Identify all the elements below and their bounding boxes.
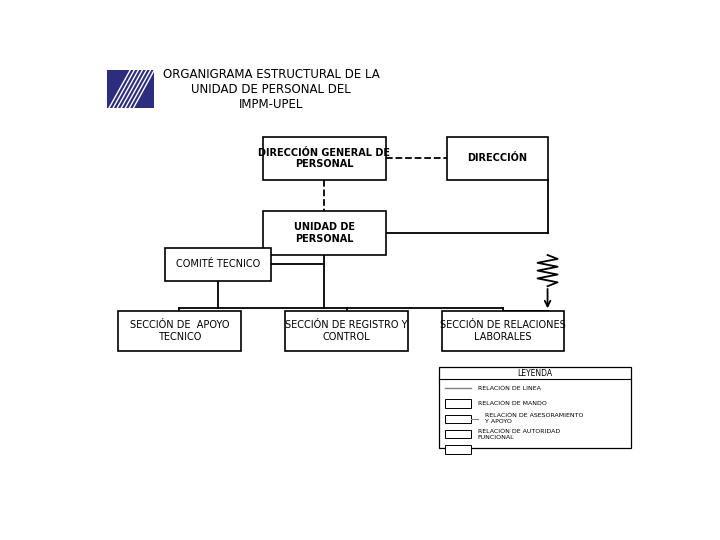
Text: ORGANIGRAMA ESTRUCTURAL DE LA
UNIDAD DE PERSONAL DEL
IMPM-UPEL: ORGANIGRAMA ESTRUCTURAL DE LA UNIDAD DE …: [163, 68, 379, 111]
FancyBboxPatch shape: [118, 311, 240, 350]
Text: SECCIÓN DE RELACIONES
LABORALES: SECCIÓN DE RELACIONES LABORALES: [440, 320, 566, 342]
FancyBboxPatch shape: [107, 70, 154, 109]
Text: SECCIÓN DE REGISTRO Y
CONTROL: SECCIÓN DE REGISTRO Y CONTROL: [285, 320, 408, 342]
FancyBboxPatch shape: [285, 311, 408, 350]
Text: RELACIÓN DE MANDO: RELACIÓN DE MANDO: [478, 401, 546, 406]
FancyBboxPatch shape: [166, 248, 271, 281]
Text: RELACIÓN DE AUTORIDAD
FUNCIONAL: RELACIÓN DE AUTORIDAD FUNCIONAL: [478, 429, 560, 440]
FancyBboxPatch shape: [446, 415, 471, 423]
FancyBboxPatch shape: [263, 137, 386, 180]
Text: LEYENDA: LEYENDA: [518, 369, 552, 377]
Text: SECCIÓN DE  APOYO
TECNICO: SECCIÓN DE APOYO TECNICO: [130, 320, 229, 342]
Text: RELACIÓN DE LINEA: RELACIÓN DE LINEA: [478, 386, 541, 390]
FancyBboxPatch shape: [447, 137, 548, 180]
Text: DIRECCIÓN: DIRECCIÓN: [467, 153, 527, 164]
Text: RELACIÓN DE ASESORAMIENTO
Y APOYO: RELACIÓN DE ASESORAMIENTO Y APOYO: [485, 414, 583, 424]
Text: DIRECCIÓN GENERAL DE
PERSONAL: DIRECCIÓN GENERAL DE PERSONAL: [258, 147, 390, 169]
FancyBboxPatch shape: [446, 399, 471, 408]
FancyBboxPatch shape: [441, 311, 564, 350]
FancyBboxPatch shape: [446, 446, 471, 454]
FancyBboxPatch shape: [263, 211, 386, 255]
Text: COMITÉ TECNICO: COMITÉ TECNICO: [176, 259, 261, 269]
FancyBboxPatch shape: [446, 430, 471, 438]
FancyBboxPatch shape: [438, 367, 631, 448]
Text: UNIDAD DE
PERSONAL: UNIDAD DE PERSONAL: [294, 222, 355, 244]
